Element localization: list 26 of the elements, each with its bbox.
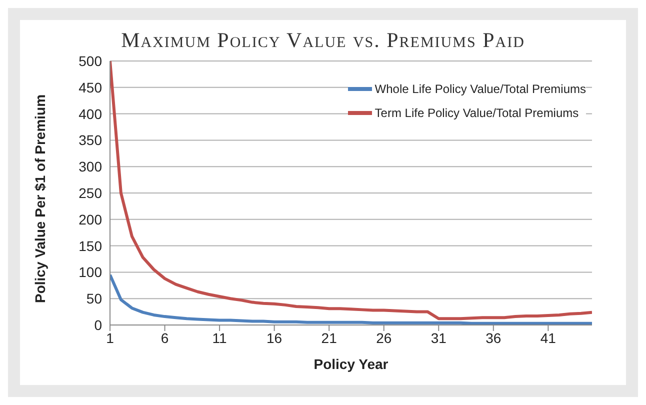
x-tick-label: 11 [212, 330, 228, 346]
y-tick-label: 100 [78, 264, 102, 280]
y-tick-label: 450 [78, 79, 102, 96]
y-tick-label: 350 [78, 132, 102, 148]
x-tick-label: 6 [160, 330, 169, 346]
y-tick-label: 400 [78, 106, 102, 122]
y-tick-label: 50 [86, 290, 102, 307]
y-tick-label: 250 [78, 184, 102, 201]
x-tick-label: 16 [266, 330, 282, 346]
y-tick-label: 200 [78, 211, 102, 228]
y-tick-label: 150 [78, 238, 102, 254]
y-tick-label: 300 [78, 158, 102, 175]
x-tick-label: 26 [376, 330, 392, 346]
x-tick-label: 36 [486, 330, 502, 346]
y-axis-title: Policy Value Per $1 of Premium [32, 94, 48, 303]
x-tick-label: 41 [540, 330, 556, 346]
y-tick-label: 500 [78, 52, 102, 69]
x-tick-label: 1 [106, 330, 114, 346]
x-tick-label: 21 [321, 330, 338, 346]
legend-label: Whole Life Policy Value/Total Premiums [374, 82, 586, 96]
line-series [110, 61, 592, 320]
x-tick-label: 31 [430, 330, 447, 346]
y-tick-label: 0 [94, 316, 102, 333]
chart-title: Maximum Policy Value vs. Premiums Paid [120, 28, 526, 53]
legend-label: Term Life Policy Value/Total Premiums [374, 106, 579, 120]
x-axis-title: Policy Year [314, 356, 389, 372]
